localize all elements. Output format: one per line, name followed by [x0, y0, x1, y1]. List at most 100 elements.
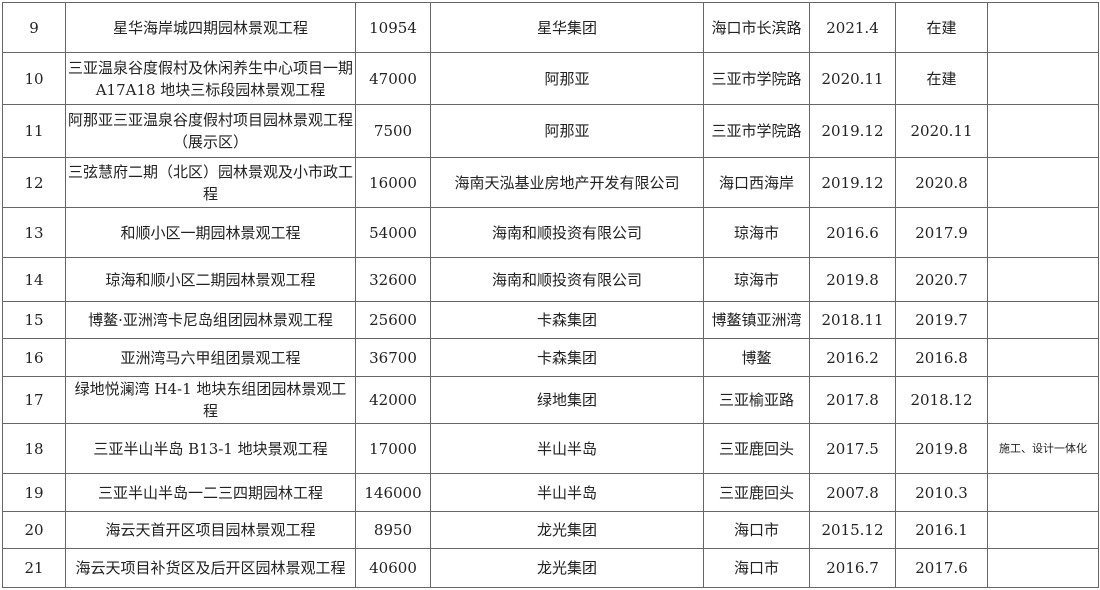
cell-note	[987, 376, 1099, 424]
cell-end: 2017.9	[895, 207, 988, 258]
cell-client: 海南和顺投资有限公司	[430, 207, 704, 258]
cell-location: 三亚市学院路	[703, 104, 810, 158]
cell-area: 8950	[355, 511, 431, 549]
cell-area: 54000	[355, 207, 431, 258]
cell-location: 博鳌镇亚洲湾	[703, 301, 810, 339]
cell-no: 19	[2, 473, 66, 512]
cell-name: 琼海和顺小区二期园林景观工程	[65, 257, 356, 302]
cell-no: 9	[2, 2, 66, 53]
cell-end: 2016.8	[895, 338, 988, 377]
cell-name: 三弦慧府二期（北区）园林景观及小市政工程	[65, 157, 356, 208]
cell-location: 海口市	[703, 548, 810, 588]
cell-end: 2016.1	[895, 511, 988, 549]
cell-area: 10954	[355, 2, 431, 53]
cell-end: 2019.7	[895, 301, 988, 339]
cell-end: 2020.7	[895, 257, 988, 302]
cell-area: 25600	[355, 301, 431, 339]
cell-no: 13	[2, 207, 66, 258]
cell-end: 2010.3	[895, 473, 988, 512]
cell-name: 亚洲湾马六甲组团景观工程	[65, 338, 356, 377]
cell-area: 146000	[355, 473, 431, 512]
table-row: 9 星华海岸城四期园林景观工程 10954 星华集团 海口市长滨路 2021.4 在建	[2, 2, 1099, 53]
cell-note	[987, 473, 1099, 512]
cell-end: 在建	[895, 2, 988, 53]
table-row: 13 和顺小区一期园林景观工程 54000 海南和顺投资有限公司 琼海市 2016.6 20…	[2, 207, 1099, 258]
cell-no: 21	[2, 548, 66, 588]
cell-no: 12	[2, 157, 66, 208]
cell-note	[987, 104, 1099, 158]
cell-note	[987, 207, 1099, 258]
cell-location: 博鳌	[703, 338, 810, 377]
cell-name: 和顺小区一期园林景观工程	[65, 207, 356, 258]
cell-area: 16000	[355, 157, 431, 208]
cell-client: 阿那亚	[430, 52, 704, 105]
cell-location: 琼海市	[703, 257, 810, 302]
cell-start: 2019.8	[809, 257, 896, 302]
cell-note	[987, 548, 1099, 588]
cell-end: 2017.6	[895, 548, 988, 588]
cell-area: 40600	[355, 548, 431, 588]
table-row: 20 海云天首开区项目园林景观工程 8950 龙光集团 海口市 2015.12 2016.1	[2, 511, 1099, 549]
cell-name: 海云天首开区项目园林景观工程	[65, 511, 356, 549]
cell-note: 施工、设计一体化	[987, 423, 1099, 474]
table-row: 18 三亚半山半岛 B13-1 地块景观工程 17000 半山半岛 三亚鹿回头 2017.…	[2, 423, 1099, 474]
cell-name: 阿那亚三亚温泉谷度假村项目园林景观工程（展示区）	[65, 104, 356, 158]
cell-area: 42000	[355, 376, 431, 424]
cell-start: 2019.12	[809, 157, 896, 208]
cell-no: 16	[2, 338, 66, 377]
cell-location: 海口西海岸	[703, 157, 810, 208]
cell-client: 阿那亚	[430, 104, 704, 158]
cell-name: 三亚温泉谷度假村及休闲养生中心项目一期 A17A18 地块三标段园林景观工程	[65, 52, 356, 105]
cell-client: 绿地集团	[430, 376, 704, 424]
cell-start: 2016.2	[809, 338, 896, 377]
cell-start: 2016.6	[809, 207, 896, 258]
cell-client: 海南天泓基业房地产开发有限公司	[430, 157, 704, 208]
cell-end: 2020.8	[895, 157, 988, 208]
cell-area: 47000	[355, 52, 431, 105]
cell-no: 10	[2, 52, 66, 105]
cell-name: 三亚半山半岛一二三四期园林工程	[65, 473, 356, 512]
table-row: 10 三亚温泉谷度假村及休闲养生中心项目一期 A17A18 地块三标段园林景观工程…	[2, 52, 1099, 105]
cell-client: 半山半岛	[430, 473, 704, 512]
cell-start: 2016.7	[809, 548, 896, 588]
cell-client: 半山半岛	[430, 423, 704, 474]
cell-location: 海口市	[703, 511, 810, 549]
cell-start: 2015.12	[809, 511, 896, 549]
cell-location: 三亚市学院路	[703, 52, 810, 105]
cell-end: 2019.8	[895, 423, 988, 474]
table-row: 15 博鳌·亚洲湾卡尼岛组团园林景观工程 25600 卡森集团 博鳌镇亚洲湾 2018.1…	[2, 301, 1099, 339]
cell-note	[987, 338, 1099, 377]
cell-start: 2007.8	[809, 473, 896, 512]
cell-area: 17000	[355, 423, 431, 474]
cell-note	[987, 52, 1099, 105]
cell-start: 2017.5	[809, 423, 896, 474]
cell-end: 2020.11	[895, 104, 988, 158]
table-row: 14 琼海和顺小区二期园林景观工程 32600 海南和顺投资有限公司 琼海市 2019.8…	[2, 257, 1099, 302]
table-row: 17 绿地悦澜湾 H4-1 地块东组团园林景观工程 42000 绿地集团 三亚榆亚路 20…	[2, 376, 1099, 424]
cell-note	[987, 257, 1099, 302]
cell-start: 2018.11	[809, 301, 896, 339]
cell-start: 2019.12	[809, 104, 896, 158]
cell-note	[987, 511, 1099, 549]
cell-client: 星华集团	[430, 2, 704, 53]
cell-client: 卡森集团	[430, 338, 704, 377]
cell-client: 卡森集团	[430, 301, 704, 339]
table-row: 19 三亚半山半岛一二三四期园林工程 146000 半山半岛 三亚鹿回头 2007.8 20…	[2, 473, 1099, 512]
cell-name: 三亚半山半岛 B13-1 地块景观工程	[65, 423, 356, 474]
cell-note	[987, 301, 1099, 339]
cell-end: 在建	[895, 52, 988, 105]
cell-location: 三亚鹿回头	[703, 423, 810, 474]
cell-no: 15	[2, 301, 66, 339]
cell-name: 星华海岸城四期园林景观工程	[65, 2, 356, 53]
cell-no: 18	[2, 423, 66, 474]
cell-location: 三亚鹿回头	[703, 473, 810, 512]
cell-area: 32600	[355, 257, 431, 302]
cell-no: 14	[2, 257, 66, 302]
table-row: 12 三弦慧府二期（北区）园林景观及小市政工程 16000 海南天泓基业房地产开发有限…	[2, 157, 1099, 208]
cell-no: 20	[2, 511, 66, 549]
cell-client: 龙光集团	[430, 548, 704, 588]
cell-start: 2020.11	[809, 52, 896, 105]
cell-location: 海口市长滨路	[703, 2, 810, 53]
cell-end: 2018.12	[895, 376, 988, 424]
